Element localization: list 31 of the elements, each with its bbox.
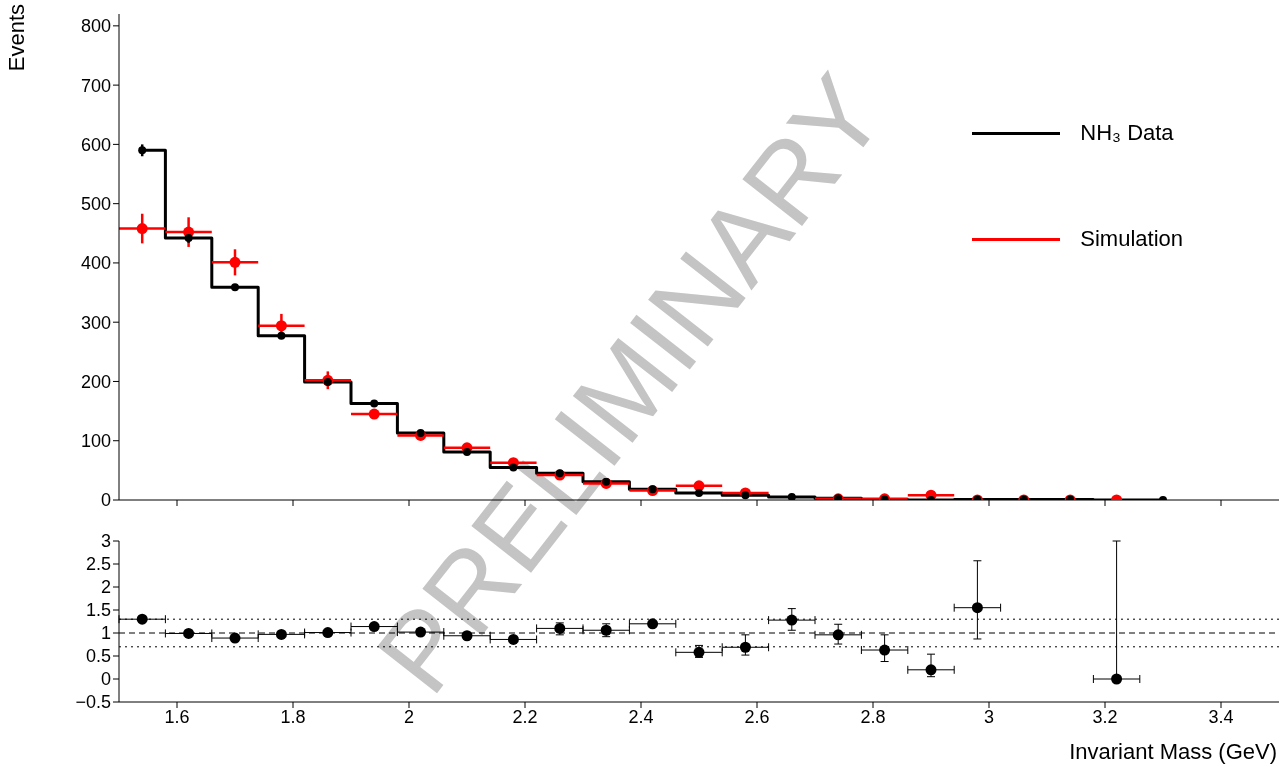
- y-tick-label: 300: [80, 312, 111, 333]
- y-tick-label: 400: [80, 253, 111, 274]
- legend-label: NH₃ Data: [1080, 120, 1174, 146]
- y-tick-label: 700: [80, 75, 111, 96]
- y-tick-label: 600: [80, 134, 111, 155]
- y-tick-label: 0: [100, 490, 111, 511]
- x-tick-label: 2.6: [744, 706, 770, 727]
- x-tick-label: 3.4: [1208, 706, 1234, 727]
- y-tick-label: 3: [100, 531, 111, 552]
- x-tick-label: 1.8: [280, 706, 306, 727]
- x-tick-label: 2.2: [512, 706, 538, 727]
- y-tick-label: 200: [80, 371, 111, 392]
- y-tick-label: 0.5: [85, 646, 111, 667]
- x-tick-label: 2.4: [628, 706, 654, 727]
- y-tick-label: 1.5: [85, 600, 111, 621]
- x-tick-label: 2.8: [860, 706, 886, 727]
- x-axis-title: Invariant Mass (GeV): [1069, 739, 1277, 765]
- y-tick-label: 2.5: [85, 554, 111, 575]
- y-tick-label: −0.5: [75, 692, 111, 713]
- y-tick-label: 500: [80, 194, 111, 215]
- y-tick-label: 100: [80, 431, 111, 452]
- y-tick-label: 800: [80, 16, 111, 37]
- x-tick-label: 3: [983, 706, 995, 727]
- y-tick-label: 2: [100, 577, 111, 598]
- legend-label: Simulation: [1080, 226, 1183, 252]
- y-tick-label: 1: [100, 623, 111, 644]
- x-tick-label: 3.2: [1092, 706, 1118, 727]
- x-tick-label: 2: [403, 706, 415, 727]
- x-tick-label: 1.6: [164, 706, 190, 727]
- y-tick-label: 0: [100, 669, 111, 690]
- y-axis-title: Events: [4, 4, 30, 72]
